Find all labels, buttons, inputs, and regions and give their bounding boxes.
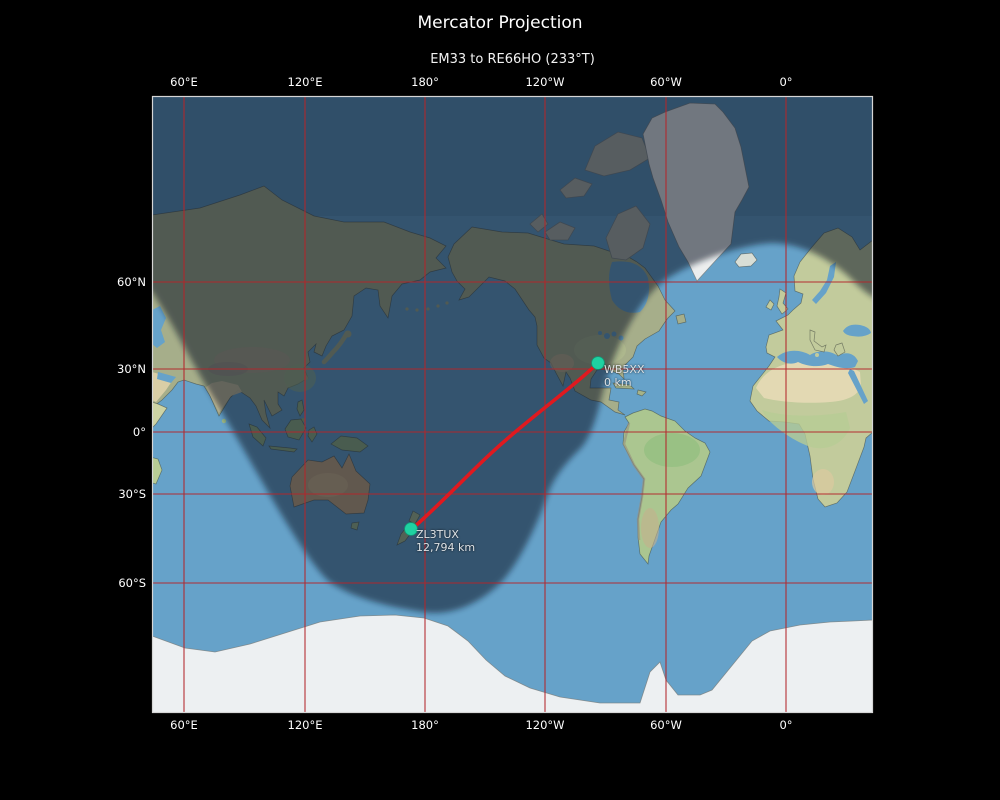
greece: [833, 342, 846, 357]
ireland: [765, 299, 775, 311]
lat-label-30n: 30°N: [117, 362, 146, 376]
destination-marker-icon: [404, 522, 418, 536]
lon-label-bottom-180: 180°: [411, 718, 439, 732]
origin-station-label: WB5XX 0 km: [604, 363, 645, 389]
lat-label-30s: 30°S: [118, 487, 146, 501]
madagascar: [152, 457, 163, 485]
horn-of-africa: [152, 401, 168, 429]
great-circle-path: [410, 361, 600, 531]
iceland: [734, 252, 758, 268]
lon-label-top-0: 0°: [779, 75, 793, 89]
lat-label-60n: 60°N: [117, 275, 146, 289]
station-markers: [404, 356, 605, 536]
axes-title: EM33 to RE66HO (233°T): [430, 52, 595, 67]
antarctica: [152, 614, 873, 713]
italy: [809, 329, 827, 353]
lon-label-top-120w: 120°W: [525, 75, 565, 89]
lon-label-bottom-0: 0°: [779, 718, 793, 732]
europe-africa: [152, 227, 873, 508]
lon-label-top-120e: 120°E: [287, 75, 323, 89]
destination-callsign: ZL3TUX: [416, 528, 459, 541]
lon-label-bottom-60w: 60°W: [650, 718, 682, 732]
origin-marker-icon: [591, 356, 605, 370]
map-frame: [151, 95, 874, 714]
origin-callsign: WB5XX: [604, 363, 645, 376]
lon-label-bottom-120e: 120°E: [287, 718, 323, 732]
lon-label-top-60e: 60°E: [170, 75, 198, 89]
lat-label-0: 0°: [132, 425, 146, 439]
lon-label-top-60w: 60°W: [650, 75, 682, 89]
lon-label-top-180: 180°: [411, 75, 439, 89]
lon-label-bottom-60e: 60°E: [170, 718, 198, 732]
figure-title: Mercator Projection: [417, 13, 583, 33]
night-overlay: [152, 96, 873, 613]
lat-label-60s: 60°S: [118, 576, 146, 590]
origin-distance: 0 km: [604, 376, 632, 389]
destination-distance: 12,794 km: [416, 541, 476, 554]
destination-station-label: ZL3TUX 12,794 km: [416, 528, 475, 554]
lon-label-bottom-120w: 120°W: [525, 718, 565, 732]
